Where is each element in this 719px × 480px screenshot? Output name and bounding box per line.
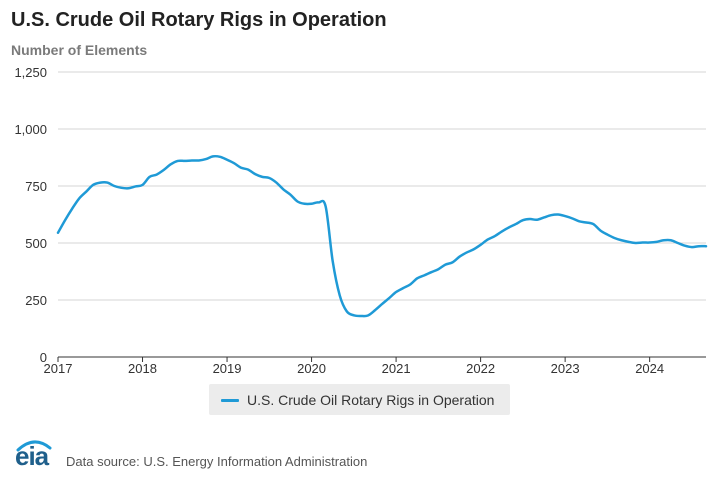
x-tick-label: 2019 (213, 361, 242, 376)
chart-subtitle: Number of Elements (11, 42, 148, 58)
logo-arc-icon (16, 440, 52, 452)
legend-label: U.S. Crude Oil Rotary Rigs in Operation (247, 392, 495, 408)
y-axis-ticks: 0 250 500 750 1,000 1,250 (14, 65, 47, 365)
legend[interactable]: U.S. Crude Oil Rotary Rigs in Operation (209, 384, 510, 415)
x-tick-label: 2020 (297, 361, 326, 376)
chart-title: U.S. Crude Oil Rotary Rigs in Operation (11, 9, 387, 31)
x-tick-label: 2018 (128, 361, 157, 376)
y-tick-label: 750 (25, 179, 47, 194)
x-tick-label: 2017 (44, 361, 73, 376)
legend-swatch (221, 399, 239, 402)
gridlines (58, 71, 706, 301)
x-tick-label: 2024 (635, 361, 664, 376)
x-tick-label: 2021 (382, 361, 411, 376)
y-tick-label: 250 (25, 293, 47, 308)
eia-logo: eia (14, 437, 54, 473)
y-tick-label: 1,250 (14, 65, 47, 80)
x-tick-label: 2022 (466, 361, 495, 376)
x-tick-label: 2023 (551, 361, 580, 376)
data-source-note: Data source: U.S. Energy Information Adm… (66, 454, 368, 469)
logo-text: eia (15, 441, 49, 471)
y-tick-label: 500 (25, 236, 47, 251)
series-layer (56, 154, 708, 318)
x-axis: 2017 2018 2019 2020 2021 2022 2023 2024 (44, 356, 706, 376)
y-tick-label: 1,000 (14, 122, 47, 137)
series-line-0 (56, 154, 708, 318)
y-tick-label: 0 (40, 350, 47, 365)
